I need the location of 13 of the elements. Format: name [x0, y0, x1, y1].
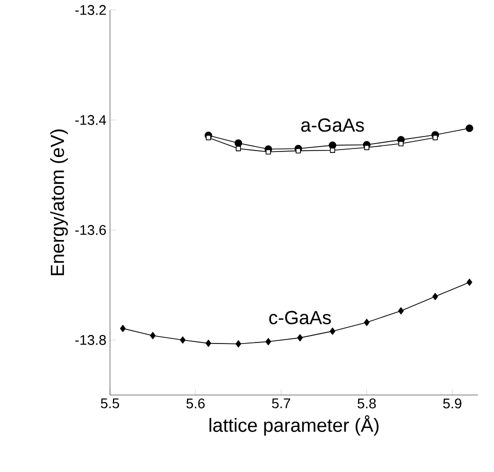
x-tick-label: 5.9: [443, 398, 462, 408]
y-tick-label: -13.4: [75, 115, 106, 125]
y-tick-label: -13.8: [75, 335, 106, 345]
series-label: a-GaAs: [301, 118, 364, 132]
series-label: c-GaAs: [269, 310, 331, 324]
y-axis-title: Energy/atom (eV): [50, 130, 68, 276]
x-tick-label: 5.7: [272, 398, 290, 408]
y-tick-label: -13.2: [75, 5, 106, 15]
x-tick-label: 5.8: [358, 398, 376, 408]
y-tick-label: -13.6: [75, 225, 106, 235]
x-axis-title: lattice parameter (Å): [210, 415, 379, 436]
x-tick-label: 5.5: [100, 398, 120, 408]
x-tick-label: 5.6: [186, 398, 205, 408]
